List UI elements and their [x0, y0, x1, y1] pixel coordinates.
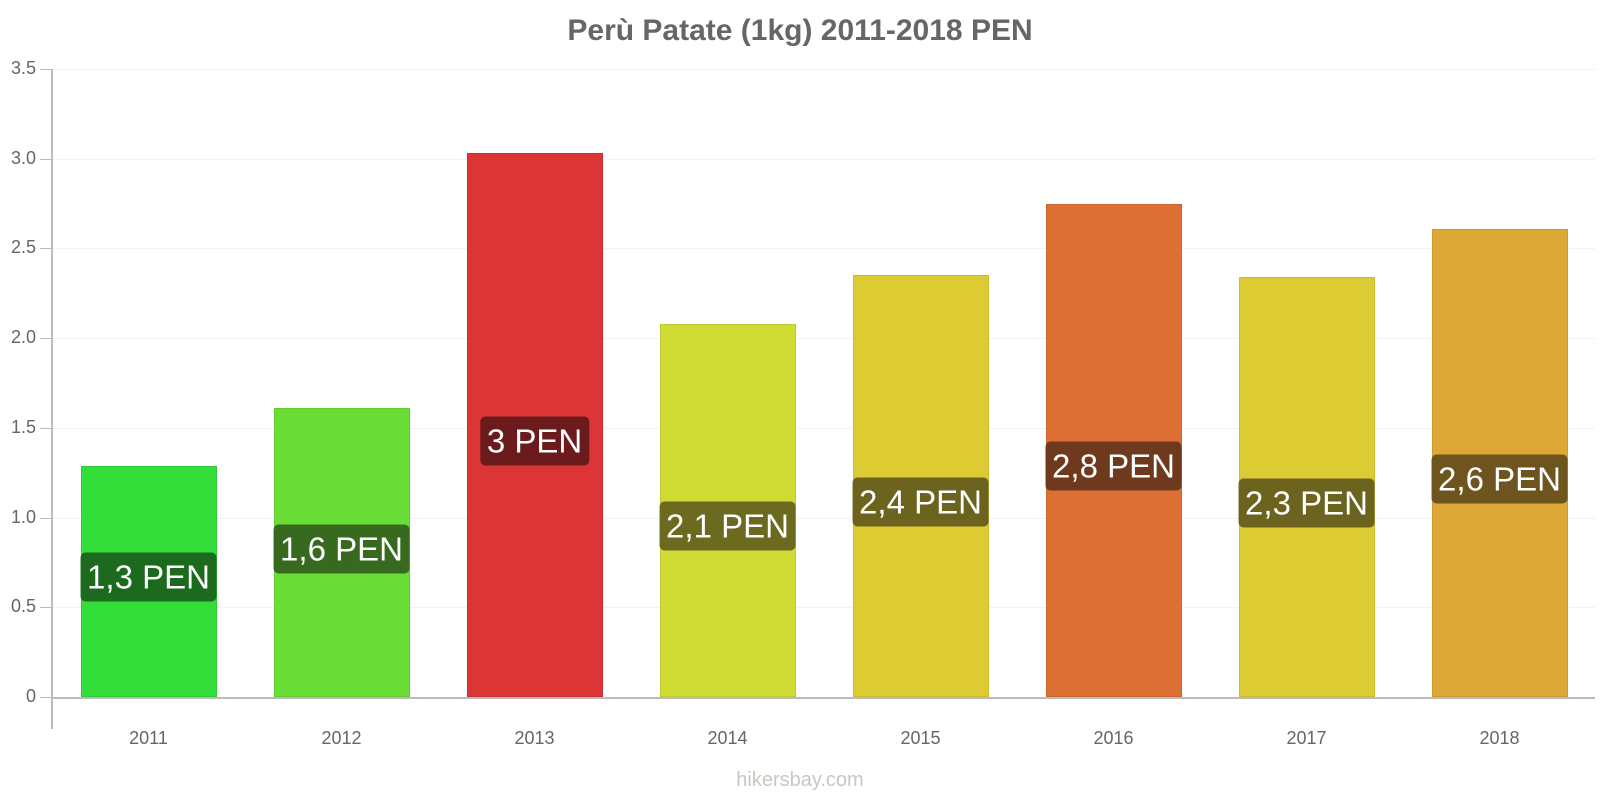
x-tick-label: 2018 [1479, 728, 1520, 748]
x-tick-label: 2014 [707, 728, 748, 748]
y-tick-label: 2.5 [10, 237, 36, 258]
y-tick-mark [40, 248, 51, 250]
y-tick-label: 1.5 [10, 416, 36, 437]
y-tick-label: 0 [25, 686, 36, 706]
gridline [52, 338, 1595, 340]
y-tick-mark [40, 338, 51, 340]
data-label: 2,6 PEN [1431, 454, 1568, 504]
gridline [52, 427, 1595, 429]
y-tick-label: 0.5 [10, 596, 36, 617]
x-tick-label: 2016 [1093, 728, 1134, 748]
gridline [52, 607, 1595, 609]
y-tick-mark [40, 607, 51, 609]
data-label: 1,6 PEN [273, 524, 410, 574]
y-tick-label: 1.0 [10, 506, 36, 527]
y-tick-label: 3.0 [10, 147, 36, 168]
data-label: 2,4 PEN [852, 477, 989, 527]
y-tick-mark [40, 427, 51, 429]
x-tick-label: 2017 [1286, 728, 1327, 748]
data-label: 2,1 PEN [659, 501, 796, 551]
data-label: 2,8 PEN [1045, 441, 1182, 491]
data-label: 1,3 PEN [80, 552, 217, 602]
x-tick-label: 2015 [900, 728, 941, 748]
gridline [52, 158, 1595, 160]
data-label: 3 PEN [479, 416, 590, 466]
x-tick-label: 2013 [514, 728, 555, 748]
x-tick-label: 2012 [321, 728, 362, 748]
gridline [52, 517, 1595, 519]
x-tick-label: 2011 [129, 728, 168, 748]
chart-title: Perù Patate (1kg) 2011-2018 PEN [567, 14, 1033, 47]
gridline [52, 248, 1595, 250]
y-axis [51, 69, 53, 729]
y-tick-label: 2.0 [10, 327, 36, 348]
data-label: 2,3 PEN [1238, 478, 1375, 528]
y-tick-mark [40, 69, 51, 70]
y-tick-mark [40, 697, 51, 698]
y-tick-mark [40, 517, 51, 519]
y-tick-mark [40, 158, 51, 160]
y-tick-label: 3.5 [10, 58, 36, 78]
gridline [52, 69, 1595, 70]
watermark: hikersbay.com [736, 769, 864, 791]
x-axis [51, 697, 1595, 699]
